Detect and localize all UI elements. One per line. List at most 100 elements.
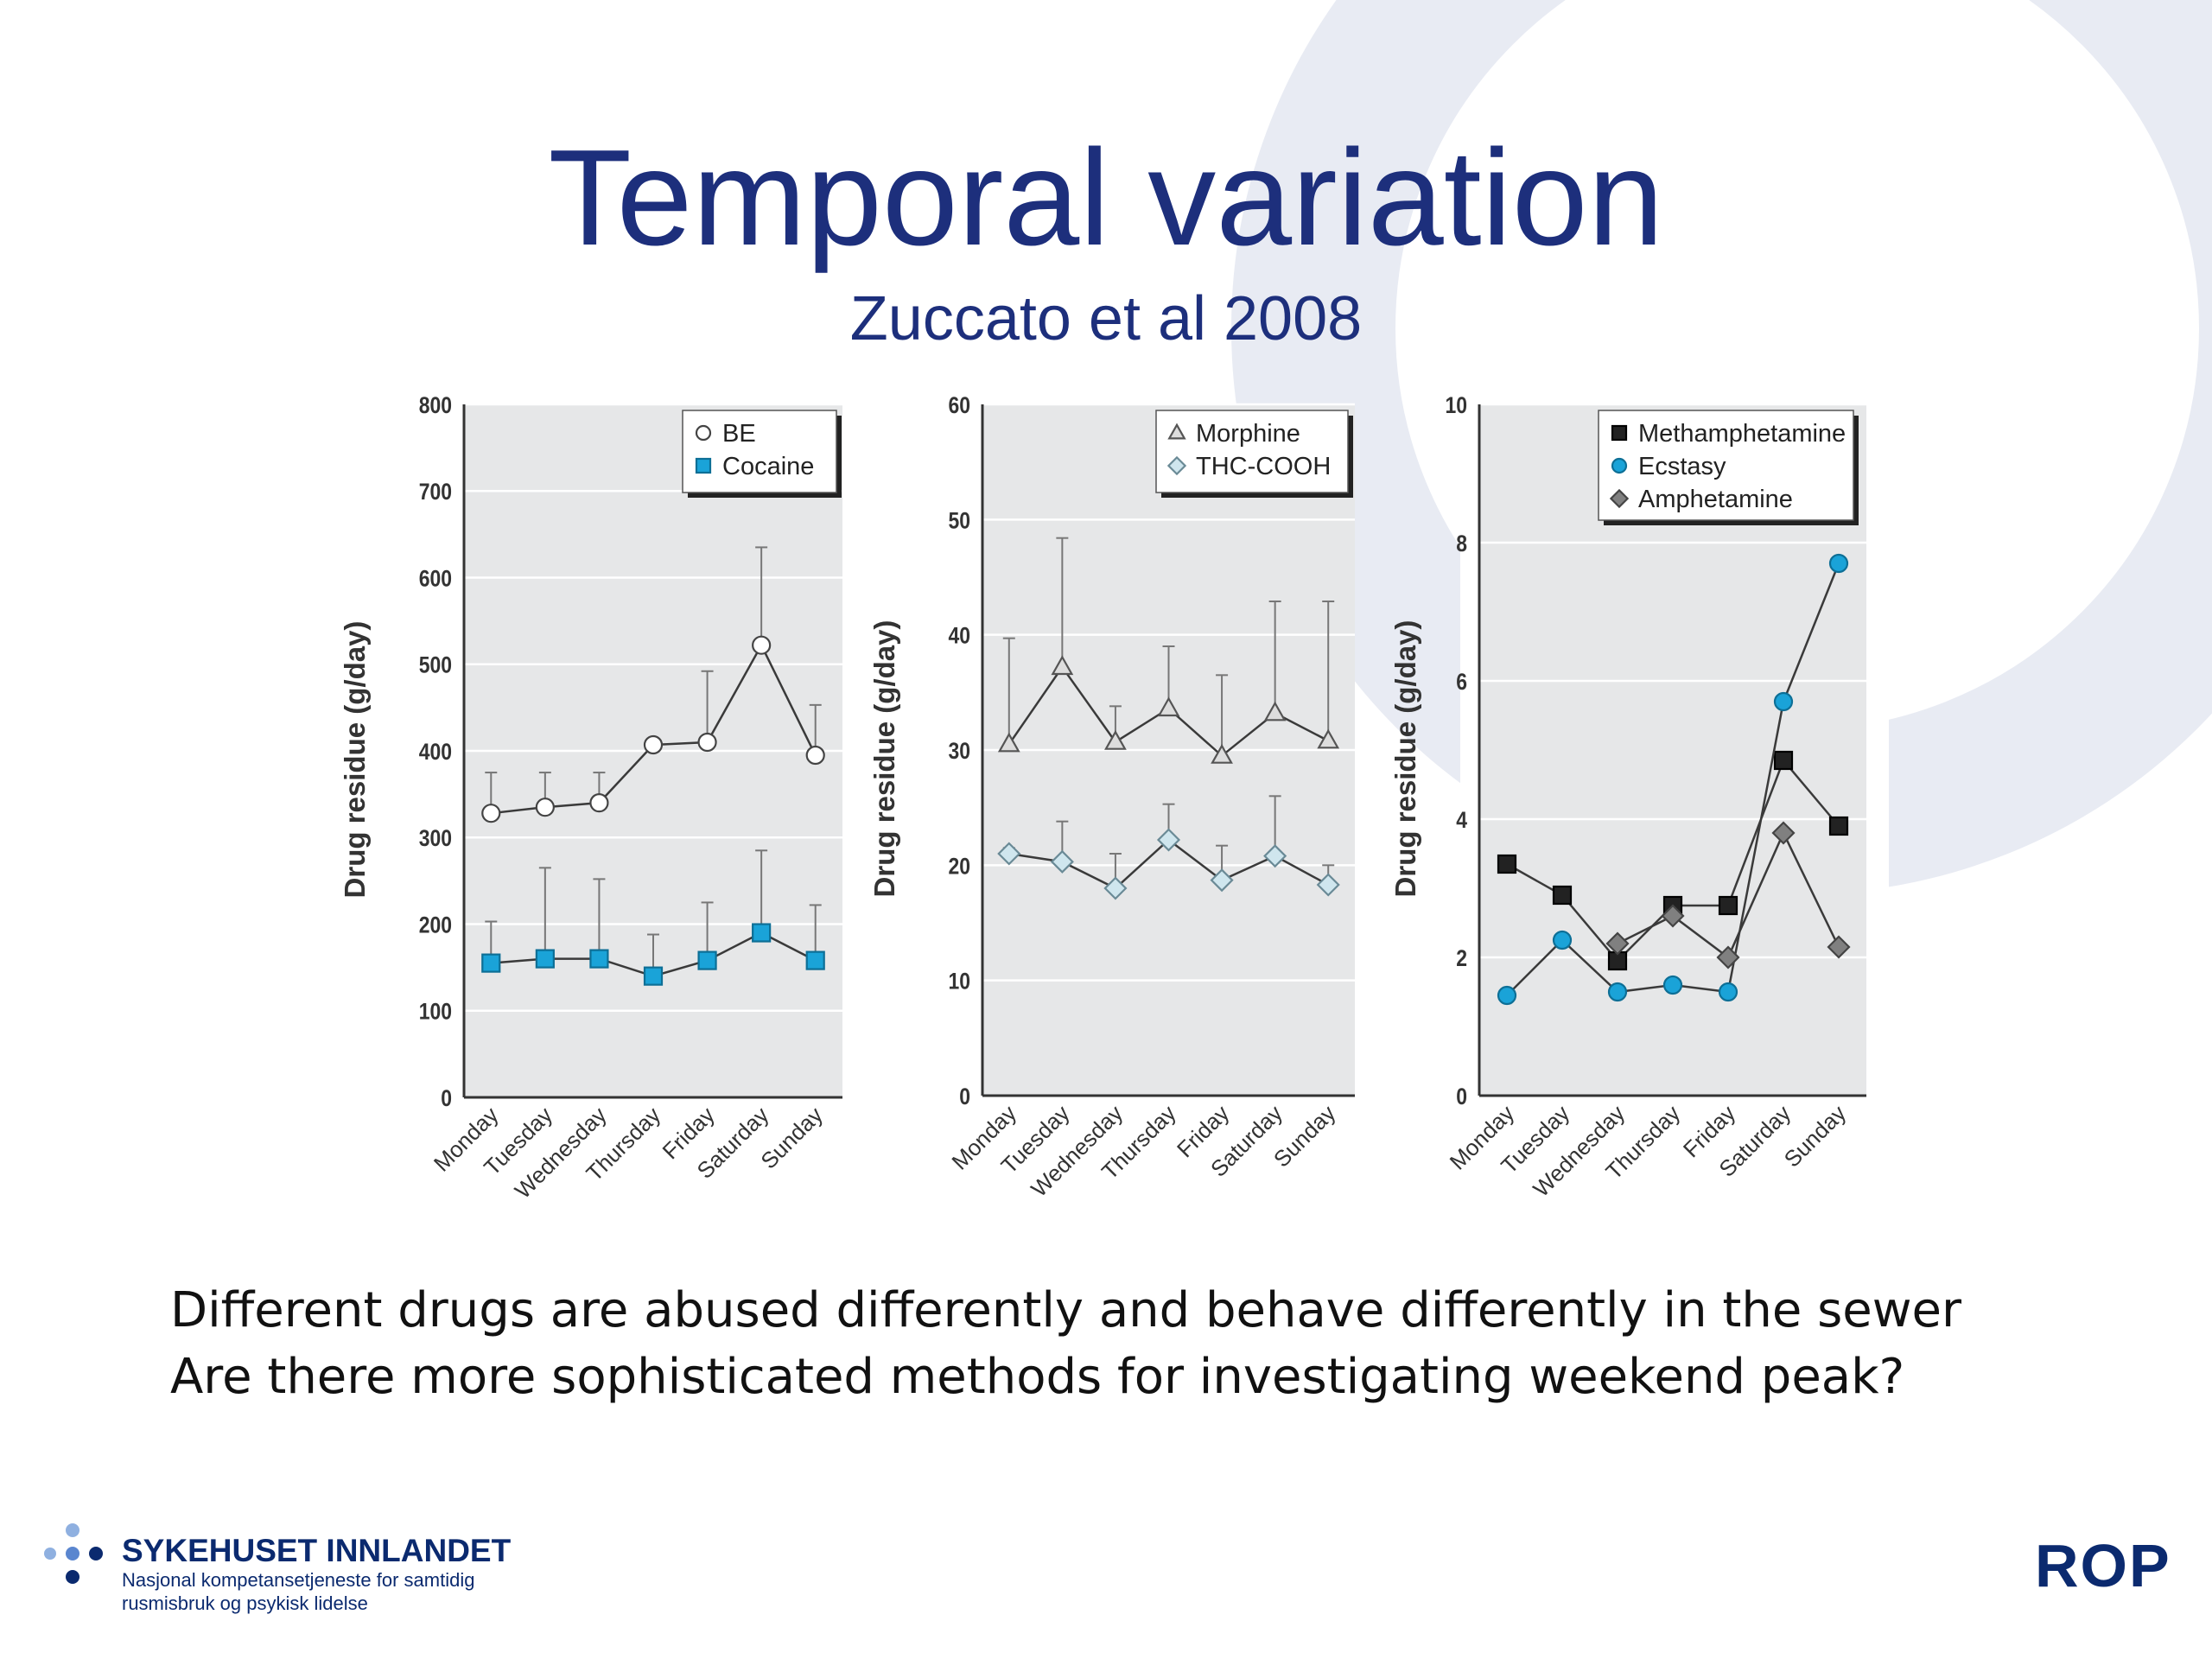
body-line-2: Are there more sophisticated methods for… xyxy=(170,1349,1905,1405)
data-point xyxy=(535,798,555,817)
y-tick-label: 2 xyxy=(1456,945,1467,971)
y-tick-label: 600 xyxy=(419,566,452,592)
body-text: Different drugs are abused differently a… xyxy=(170,1277,1961,1410)
logo-dots-icon xyxy=(44,1523,103,1584)
data-point xyxy=(1827,935,1851,959)
data-point xyxy=(1157,696,1180,717)
y-axis-label: Drug residue (g/day) xyxy=(868,620,900,898)
data-point xyxy=(1104,729,1127,750)
data-point xyxy=(1497,854,1517,874)
data-point xyxy=(589,793,609,813)
slide-title: Temporal variation xyxy=(548,122,1664,274)
data-point xyxy=(752,635,772,655)
data-point xyxy=(697,950,717,970)
data-point xyxy=(1773,691,1794,712)
y-axis-label: Drug residue (g/day) xyxy=(339,621,371,899)
data-point xyxy=(1605,931,1630,956)
legend-box xyxy=(1598,410,1854,521)
y-tick-label: 40 xyxy=(948,623,970,649)
slide-subtitle: Zuccato et al 2008 xyxy=(849,284,1363,353)
data-point xyxy=(1210,868,1234,893)
data-point xyxy=(1607,982,1628,1002)
data-point xyxy=(1050,849,1074,874)
data-point xyxy=(589,949,609,969)
data-point xyxy=(1662,975,1683,995)
legend-marker xyxy=(1166,455,1187,476)
data-point xyxy=(1317,728,1340,749)
y-tick-label: 800 xyxy=(419,392,452,418)
legend-marker xyxy=(1609,488,1630,509)
data-point xyxy=(1661,904,1685,928)
data-point xyxy=(1771,821,1796,845)
legend-marker xyxy=(695,424,712,442)
y-tick-label: 700 xyxy=(419,480,452,505)
y-tick-label: 60 xyxy=(948,392,970,418)
data-point xyxy=(1716,945,1740,969)
data-point xyxy=(1316,873,1340,897)
data-point xyxy=(805,745,825,766)
data-point xyxy=(1211,743,1233,764)
legend-marker xyxy=(1611,457,1628,474)
data-point xyxy=(1552,930,1573,950)
y-tick-label: 0 xyxy=(441,1085,452,1111)
legend-box xyxy=(1155,410,1349,493)
y-tick-label: 10 xyxy=(1445,392,1467,418)
data-point xyxy=(1156,828,1181,852)
data-point xyxy=(481,953,501,973)
data-point xyxy=(1828,553,1849,574)
legend-label: Morphine xyxy=(1196,420,1300,448)
series-be xyxy=(481,546,825,823)
series-ecstasy xyxy=(1497,553,1849,1006)
data-point xyxy=(481,804,501,823)
legend-label: THC-COOH xyxy=(1196,453,1331,480)
y-tick-label: 4 xyxy=(1456,807,1467,833)
y-tick-label: 50 xyxy=(948,508,970,534)
series-amphetamine xyxy=(1605,821,1851,969)
y-tick-label: 30 xyxy=(948,738,970,764)
legend-label: Amphetamine xyxy=(1638,486,1793,513)
data-point xyxy=(643,734,664,755)
rop-logo: ROP xyxy=(2035,1532,2171,1599)
chart-1: 0 100 200 300 400 500 600 700 800 Drug residue (g… xyxy=(339,392,842,1204)
y-tick-label: 400 xyxy=(419,739,452,765)
data-point xyxy=(1103,876,1128,900)
y-tick-label: 300 xyxy=(419,826,452,852)
legend-label: Ecstasy xyxy=(1638,453,1726,480)
legend: Morphine THC-COOH xyxy=(1155,410,1353,498)
data-point xyxy=(997,732,1020,753)
series-morphine xyxy=(997,537,1340,764)
data-point xyxy=(1773,750,1794,771)
data-point xyxy=(1263,701,1287,721)
y-tick-label: 10 xyxy=(948,969,970,995)
y-tick-label: 6 xyxy=(1456,669,1467,695)
y-tick-label: 8 xyxy=(1456,531,1467,556)
sykehuset-innlandet-logo: SYKEHUSET INNLANDET Nasjonal kompetanset… xyxy=(41,1519,560,1623)
data-point xyxy=(1718,895,1738,916)
data-point xyxy=(643,966,664,986)
legend-label: Cocaine xyxy=(722,453,814,480)
logo-subtitle-line-1: Nasjonal kompetansetjeneste for samtidig xyxy=(122,1569,475,1591)
y-tick-label: 0 xyxy=(1456,1084,1467,1109)
data-point xyxy=(1051,655,1074,676)
data-point xyxy=(997,842,1021,866)
data-point xyxy=(805,950,825,970)
legend-marker xyxy=(1167,423,1186,440)
legend-label: Methamphetamine xyxy=(1638,420,1846,448)
y-tick-label: 100 xyxy=(419,999,452,1025)
data-point xyxy=(1552,885,1573,906)
data-point xyxy=(752,923,772,943)
legend-label: BE xyxy=(722,420,756,448)
body-line-1: Different drugs are abused differently a… xyxy=(170,1282,1961,1338)
data-point xyxy=(1263,844,1287,868)
data-point xyxy=(1497,985,1517,1006)
y-tick-label: 20 xyxy=(948,854,970,880)
legend-box xyxy=(682,410,837,493)
x-tick-label: Sunday xyxy=(1779,1100,1852,1173)
series-cocaine xyxy=(481,849,825,986)
y-axis-label: Drug residue (g/day) xyxy=(1389,620,1421,898)
y-tick-label: 200 xyxy=(419,912,452,938)
legend-marker xyxy=(695,457,712,474)
data-point xyxy=(535,949,555,969)
logo-name: SYKEHUSET INNLANDET xyxy=(122,1533,512,1568)
